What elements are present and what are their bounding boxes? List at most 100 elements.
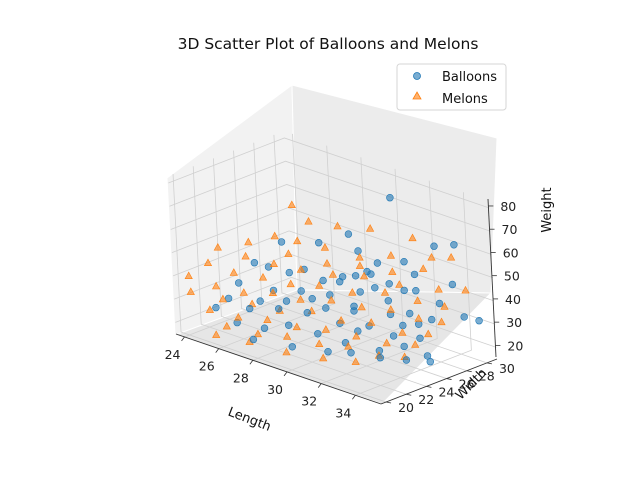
balloon-point (249, 335, 258, 344)
melon-point (434, 284, 443, 293)
melon-point (395, 280, 404, 288)
balloon-point (250, 259, 259, 267)
z-tick-label: 80 (500, 199, 516, 214)
melon-point (241, 251, 250, 260)
melon-point (319, 353, 328, 362)
melon-point (388, 267, 397, 275)
balloon-point (303, 309, 311, 317)
balloon-point (367, 270, 375, 278)
melon-point (205, 305, 215, 313)
melon-point (184, 271, 193, 280)
melon-point (348, 288, 357, 296)
z-tick-label: 60 (503, 245, 519, 260)
balloon-point (430, 242, 438, 250)
balloon-point (336, 278, 344, 286)
balloon-point (415, 320, 423, 328)
balloon-point (256, 297, 264, 305)
balloon-point (406, 309, 414, 318)
melon-point (296, 265, 306, 273)
balloon-point (308, 295, 316, 303)
balloon-point (224, 294, 233, 303)
melon-point (359, 271, 369, 280)
balloon-point (475, 317, 483, 325)
balloon-point (402, 356, 411, 364)
balloon-point (344, 230, 353, 238)
melon-point (382, 338, 391, 347)
melon-point (411, 340, 420, 348)
legend-label-balloons: Balloons (442, 70, 497, 85)
x-grid-line (321, 180, 438, 384)
x-tick-label: 30 (267, 382, 283, 397)
balloon-point (412, 287, 420, 295)
y-tick-mark (466, 370, 472, 373)
legend-marker-balloons (413, 72, 421, 80)
y-tick-label: 22 (418, 392, 434, 407)
melon-point (333, 221, 342, 230)
y-tick-mark (446, 378, 452, 380)
melon-point (211, 281, 221, 290)
melon-point (351, 357, 360, 365)
x-tick-mark (215, 348, 220, 353)
melon-point (234, 312, 243, 321)
melon-point (380, 288, 390, 296)
balloon-point (212, 303, 220, 312)
melon-point (414, 314, 423, 322)
balloon-point (235, 279, 243, 287)
melon-point (304, 216, 313, 225)
y-axis-line (380, 358, 498, 405)
melon-point (419, 264, 428, 272)
melon-point (386, 305, 395, 313)
balloon-point (376, 354, 384, 362)
melon-point (357, 302, 366, 311)
balloon-point (435, 299, 444, 308)
balloon-point (246, 304, 254, 313)
melon-point (268, 288, 278, 297)
legend-label-melons: Melons (442, 92, 488, 107)
melon-point (282, 347, 291, 356)
balloon-point (260, 324, 269, 332)
y-tick-mark (385, 401, 392, 404)
balloon-point (354, 247, 362, 255)
melon-point (239, 288, 248, 296)
x-tick-mark (249, 360, 254, 365)
melon-point (186, 287, 195, 295)
y-tick-mark (426, 385, 432, 388)
balloon-point (400, 258, 408, 266)
y-tick-mark (486, 362, 492, 365)
melon-point (355, 252, 364, 261)
melon-point (315, 339, 324, 348)
balloon-point (277, 238, 286, 246)
balloon-point (428, 315, 436, 324)
balloon-point (314, 330, 322, 338)
melon-point (427, 252, 436, 261)
z-tick-label: 70 (502, 222, 518, 237)
z-tick-label: 30 (506, 315, 522, 330)
balloon-point (389, 332, 398, 340)
melon-point (292, 322, 301, 331)
y-tick-label: 26 (459, 377, 475, 392)
melon-point (424, 329, 433, 338)
melon-point (315, 281, 324, 289)
melon-point (446, 252, 456, 261)
balloon-point (324, 348, 332, 356)
balloon-point (386, 194, 394, 202)
balloon-point (315, 239, 323, 247)
balloon-point (399, 321, 407, 330)
balloon-point (326, 291, 334, 299)
melon-point (328, 270, 338, 278)
x-tick-label: 26 (199, 359, 215, 374)
balloon-point (319, 276, 327, 285)
z-tick-label: 40 (505, 292, 521, 307)
melon-point (203, 258, 213, 267)
melon-point (263, 315, 272, 324)
balloon-point (356, 288, 364, 296)
melon-point (413, 296, 422, 304)
legend-box (396, 63, 507, 111)
melon-point (367, 318, 376, 326)
melon-point (398, 328, 407, 336)
balloon-point (373, 259, 382, 267)
chart-title: 3D Scatter Plot of Balloons and Melons (178, 35, 479, 53)
melon-point (322, 258, 332, 267)
z-tick-label: 20 (507, 338, 523, 353)
